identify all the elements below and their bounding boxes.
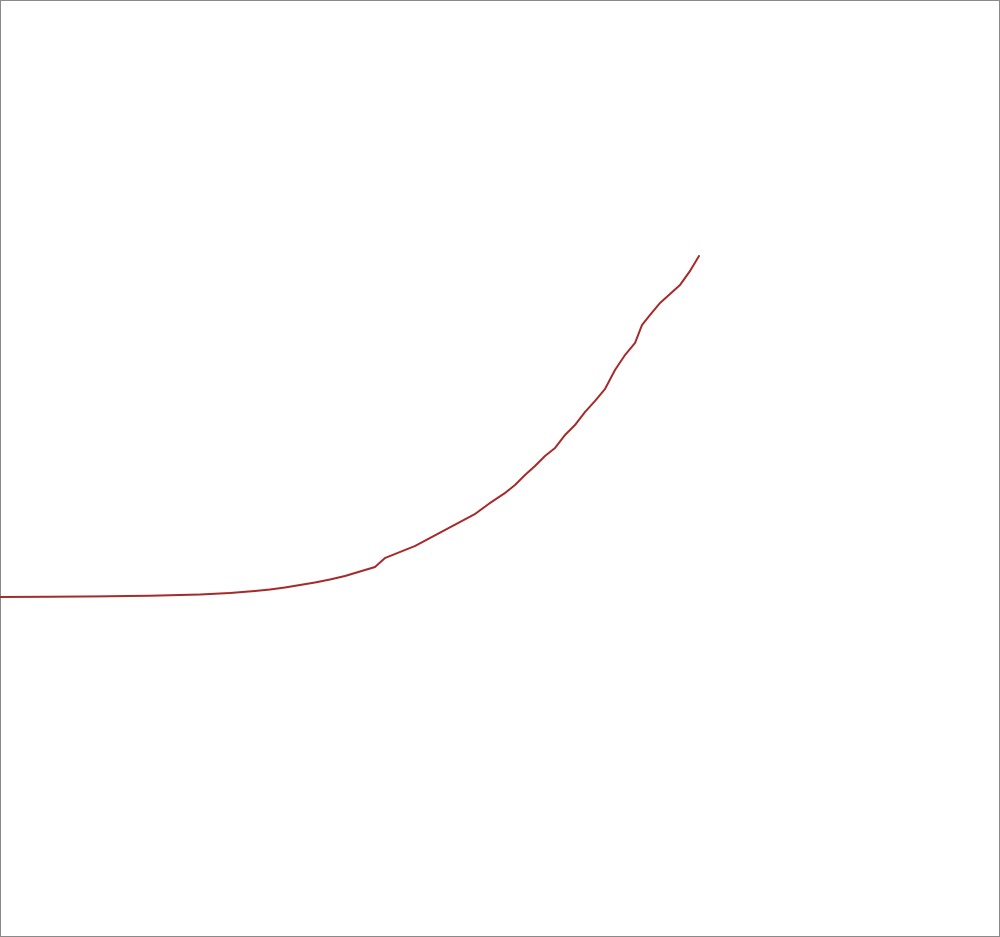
series-line-0 xyxy=(0,255,700,598)
